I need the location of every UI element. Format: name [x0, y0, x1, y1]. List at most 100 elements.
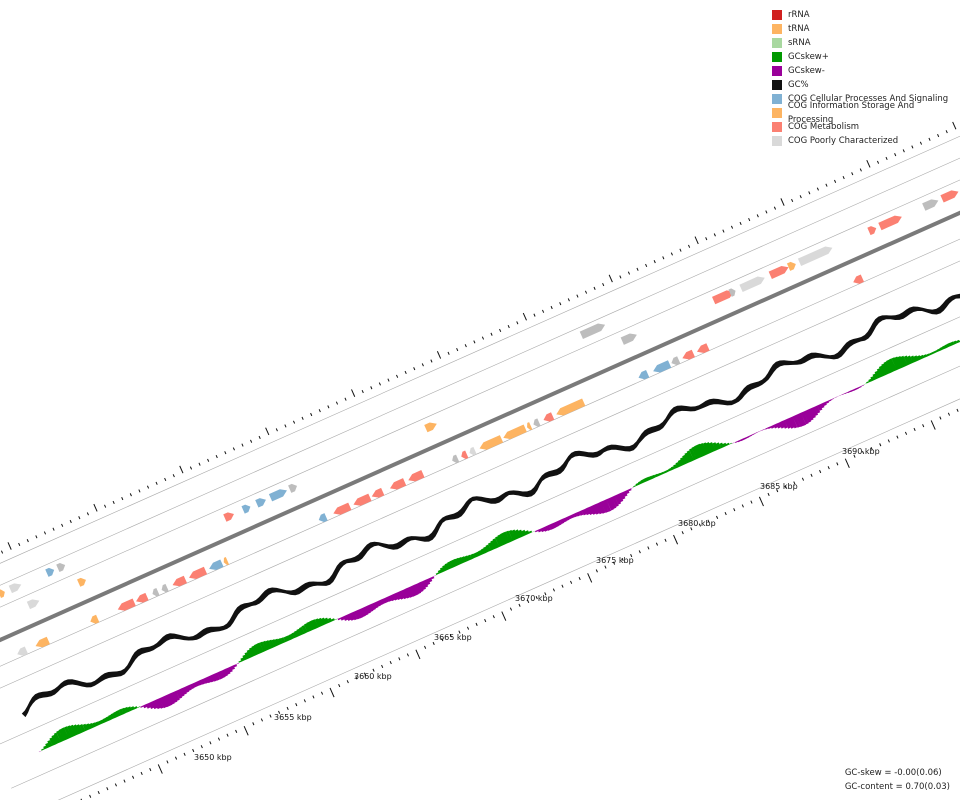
gene-arrow: [353, 493, 372, 506]
gene-arrow: [556, 398, 586, 416]
outer-tick: [516, 321, 519, 325]
inner-tick: [295, 703, 298, 707]
inner-tick: [432, 641, 435, 646]
inner-tick: [89, 794, 92, 798]
legend-swatch: [772, 80, 782, 90]
outer-tick: [627, 271, 631, 275]
inner-tick: [604, 565, 607, 569]
outer-tick: [490, 332, 493, 336]
inner-tick: [647, 546, 650, 550]
inner-tick: [406, 653, 409, 657]
inner-tick: [338, 683, 341, 688]
legend-swatch: [772, 24, 782, 34]
inner-tick: [140, 771, 143, 775]
outer-tick: [7, 542, 12, 550]
outer-tick: [602, 282, 605, 287]
outer-tick: [284, 424, 287, 428]
outer-tick: [808, 191, 811, 195]
inner-tick: [716, 515, 719, 519]
inner-tick: [252, 722, 255, 726]
inner-tick: [372, 668, 375, 672]
gene-arrow: [469, 446, 477, 456]
inner-tick: [930, 420, 936, 430]
outer-tick: [679, 248, 682, 252]
ring-line: [11, 365, 960, 789]
gene-arrow: [503, 424, 527, 440]
outer-tick: [705, 237, 708, 241]
gc-skew-track: [38, 339, 960, 753]
gene-arrow: [8, 583, 22, 594]
inner-tick: [819, 469, 822, 474]
inner-tick: [355, 676, 358, 680]
outer-tick: [645, 263, 648, 268]
inner-tick: [363, 672, 367, 676]
gene-arrow: [26, 599, 40, 610]
outer-tick: [413, 367, 416, 371]
gene-arrow: [527, 422, 533, 431]
inner-tick: [801, 477, 805, 481]
inner-tick: [346, 680, 349, 684]
gene-arrow: [671, 356, 681, 366]
axis-labels: 3650 kbp 3655 kbp 3660 kbp 3665 kbp 3670 kbp…: [194, 447, 880, 762]
outer-tick: [919, 141, 923, 145]
outer-tick: [69, 519, 72, 524]
gene-arrow: [288, 483, 298, 493]
legend-item-cog-poor: COG Poorly Characterized: [772, 134, 960, 148]
outer-tick: [52, 527, 55, 531]
outer-tick: [104, 504, 107, 508]
legend-item-cog-metabolism: COG Metabolism: [772, 120, 960, 134]
gene-arrow: [853, 274, 864, 284]
inner-tick: [260, 718, 263, 722]
legend-item-srna: sRNA: [772, 36, 960, 50]
outer-tick: [275, 428, 278, 432]
inner-tick: [741, 504, 744, 508]
outer-tick: [421, 363, 424, 367]
outer-tick: [662, 256, 665, 260]
inner-tick: [269, 714, 272, 718]
outer-tick: [522, 312, 527, 321]
outer-tick: [121, 497, 124, 501]
outer-tick: [232, 447, 235, 451]
legend-label: rRNA: [788, 10, 810, 20]
outer-tick: [593, 286, 596, 290]
outer-tick: [456, 347, 459, 352]
outer-tick: [902, 149, 905, 153]
gene-arrow: [241, 504, 251, 514]
outer-tick: [250, 439, 253, 443]
outer-tick: [164, 477, 167, 482]
outer-tick: [258, 435, 261, 440]
gc-band: [21, 293, 960, 718]
legend-item-cog-cps: COG Cellular Processes And Signaling: [772, 92, 960, 106]
inner-tick: [329, 687, 335, 698]
gene-arrow: [797, 246, 833, 266]
ring-lines: [0, 135, 960, 800]
outer-tick: [876, 160, 880, 164]
outer-tick: [713, 233, 716, 237]
inner-tick: [664, 538, 667, 542]
gene-arrow: [940, 190, 959, 203]
gene-arrow: [461, 450, 469, 460]
inner-tick: [209, 741, 212, 745]
gene-arrow: [878, 215, 902, 231]
reverse-strand-genes: [17, 274, 864, 656]
outer-tick: [26, 539, 29, 543]
gene-arrow: [223, 557, 230, 566]
ring-line: [0, 179, 960, 608]
inner-tick: [97, 790, 100, 795]
axis-label: 3665 kbp: [434, 633, 472, 642]
inner-tick: [183, 752, 186, 756]
inner-tick: [793, 481, 796, 485]
outer-tick: [670, 252, 673, 256]
inner-tick: [836, 462, 839, 466]
gene-arrow: [209, 559, 224, 571]
inner-tick: [552, 588, 555, 592]
inner-tick: [690, 527, 693, 531]
inner-tick: [200, 745, 203, 749]
inner-tick: [174, 756, 178, 760]
inner-tick: [389, 661, 392, 665]
legend-item-gcskew-pos: GCskew+: [772, 50, 960, 64]
outer-tick: [189, 466, 193, 470]
outer-tick: [146, 485, 150, 489]
inner-tick: [570, 580, 573, 584]
